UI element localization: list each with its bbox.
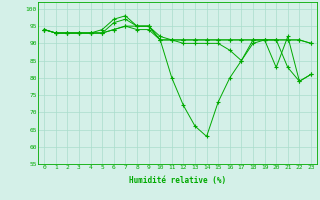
X-axis label: Humidité relative (%): Humidité relative (%) xyxy=(129,176,226,185)
